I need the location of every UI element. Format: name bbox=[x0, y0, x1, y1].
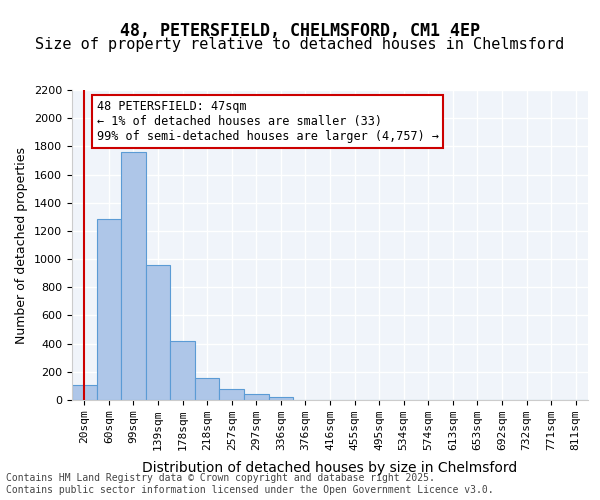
Bar bbox=[170, 341, 195, 400]
Bar bbox=[220, 390, 244, 400]
Text: Size of property relative to detached houses in Chelmsford: Size of property relative to detached ho… bbox=[35, 38, 565, 52]
Text: Contains HM Land Registry data © Crown copyright and database right 2025.
Contai: Contains HM Land Registry data © Crown c… bbox=[6, 474, 494, 495]
X-axis label: Distribution of detached houses by size in Chelmsford: Distribution of detached houses by size … bbox=[142, 462, 518, 475]
Bar bbox=[244, 394, 269, 400]
Bar bbox=[146, 264, 170, 400]
Text: 48 PETERSFIELD: 47sqm
← 1% of detached houses are smaller (33)
99% of semi-detac: 48 PETERSFIELD: 47sqm ← 1% of detached h… bbox=[97, 100, 439, 143]
Bar bbox=[269, 397, 293, 400]
Bar bbox=[195, 378, 220, 400]
Bar bbox=[72, 384, 97, 400]
Y-axis label: Number of detached properties: Number of detached properties bbox=[16, 146, 28, 344]
Bar bbox=[97, 219, 121, 400]
Text: 48, PETERSFIELD, CHELMSFORD, CM1 4EP: 48, PETERSFIELD, CHELMSFORD, CM1 4EP bbox=[120, 22, 480, 40]
Bar bbox=[121, 152, 146, 400]
